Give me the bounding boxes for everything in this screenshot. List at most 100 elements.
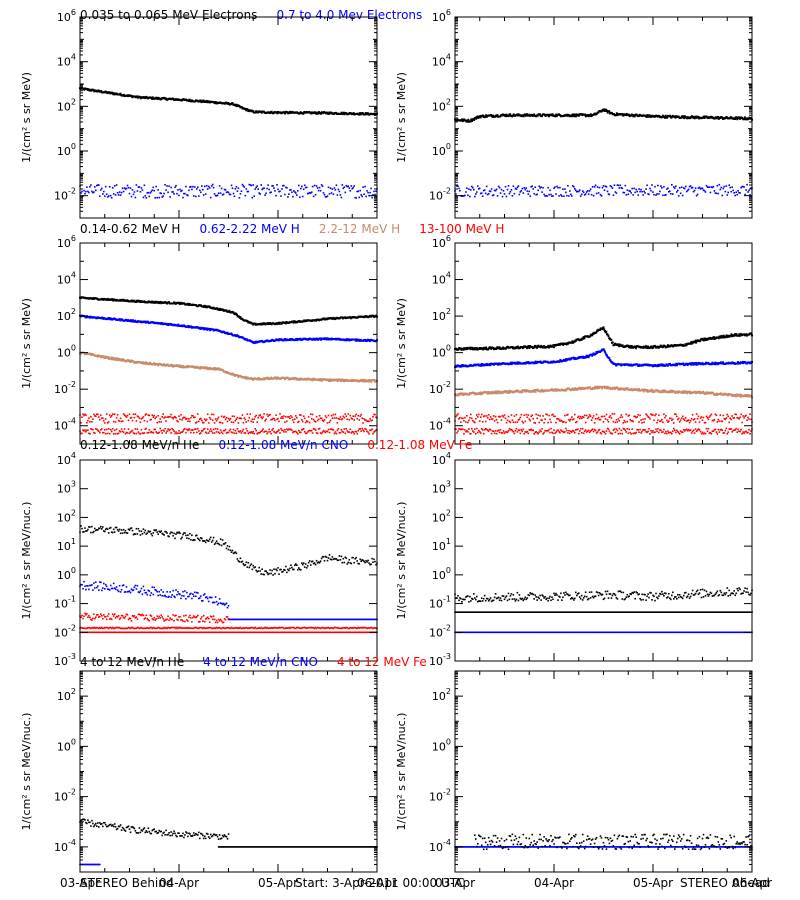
data-point bbox=[217, 431, 220, 433]
data-point bbox=[103, 419, 105, 422]
data-point bbox=[321, 419, 324, 421]
data-point bbox=[711, 186, 714, 189]
data-point bbox=[357, 190, 359, 193]
data-point bbox=[565, 113, 568, 116]
data-point bbox=[702, 391, 705, 394]
data-point bbox=[733, 192, 735, 194]
data-point bbox=[309, 192, 312, 194]
data-point bbox=[130, 320, 133, 323]
data-point bbox=[143, 432, 146, 434]
data-point bbox=[534, 390, 537, 393]
data-point bbox=[713, 363, 716, 366]
data-point bbox=[161, 416, 163, 418]
data-point bbox=[106, 432, 109, 435]
data-point bbox=[136, 428, 139, 430]
data-point bbox=[532, 188, 534, 190]
data-point bbox=[358, 419, 360, 421]
data-point bbox=[547, 186, 549, 189]
data-point bbox=[162, 364, 165, 367]
data-point bbox=[245, 376, 248, 379]
data-point bbox=[166, 185, 168, 187]
data-point bbox=[533, 362, 536, 365]
data-point bbox=[657, 184, 659, 187]
data-point bbox=[672, 193, 674, 195]
data-point bbox=[189, 420, 191, 423]
data-point bbox=[308, 421, 311, 424]
data-point bbox=[131, 189, 134, 191]
data-point bbox=[152, 416, 155, 418]
data-point bbox=[187, 429, 189, 432]
data-point bbox=[179, 432, 181, 434]
data-point bbox=[676, 191, 678, 193]
data-point bbox=[485, 185, 488, 188]
data-point bbox=[729, 334, 732, 337]
data-point bbox=[86, 186, 88, 188]
data-point bbox=[606, 354, 608, 357]
y-tick-exponent: 6 bbox=[71, 234, 76, 243]
data-point bbox=[642, 389, 645, 391]
data-point bbox=[123, 428, 126, 430]
data-point bbox=[253, 195, 255, 197]
data-point bbox=[645, 116, 648, 118]
data-point bbox=[329, 378, 332, 381]
data-point bbox=[228, 419, 231, 421]
data-point bbox=[176, 419, 178, 422]
data-point bbox=[597, 192, 600, 194]
data-point bbox=[664, 345, 666, 348]
data-point bbox=[542, 390, 545, 393]
data-point bbox=[83, 88, 86, 91]
data-point bbox=[323, 419, 326, 421]
data-point bbox=[615, 192, 618, 194]
data-point bbox=[235, 418, 238, 420]
data-point bbox=[318, 414, 321, 417]
data-point bbox=[734, 333, 736, 336]
data-point bbox=[597, 111, 600, 114]
data-point bbox=[181, 189, 183, 192]
data-point bbox=[279, 432, 281, 434]
data-point bbox=[330, 414, 333, 417]
data-point bbox=[250, 431, 253, 433]
data-point bbox=[611, 187, 614, 189]
data-point bbox=[483, 189, 486, 191]
data-point bbox=[192, 185, 194, 188]
data-point bbox=[276, 184, 278, 186]
data-point bbox=[186, 365, 189, 367]
data-point bbox=[620, 364, 623, 367]
data-point bbox=[340, 111, 343, 114]
data-point bbox=[466, 119, 468, 122]
data-point bbox=[610, 338, 613, 341]
data-point bbox=[168, 416, 170, 418]
data-point bbox=[90, 184, 92, 186]
data-point bbox=[246, 320, 249, 323]
data-point bbox=[586, 354, 589, 357]
data-point bbox=[714, 192, 717, 194]
data-point bbox=[150, 190, 153, 193]
data-point bbox=[685, 190, 688, 193]
data-point bbox=[742, 185, 744, 188]
data-point bbox=[704, 337, 707, 340]
data-point bbox=[168, 185, 170, 187]
data-point bbox=[587, 356, 590, 359]
data-point bbox=[635, 347, 637, 350]
data-point bbox=[159, 300, 162, 303]
data-point bbox=[321, 431, 324, 433]
data-point bbox=[666, 345, 669, 348]
data-point bbox=[141, 189, 144, 191]
data-point bbox=[179, 364, 182, 367]
data-point bbox=[555, 115, 558, 118]
data-point bbox=[497, 363, 500, 366]
data-point bbox=[100, 429, 102, 431]
data-point bbox=[606, 190, 609, 193]
data-point bbox=[206, 188, 209, 190]
data-point bbox=[285, 416, 287, 418]
data-point bbox=[293, 430, 295, 433]
data-point bbox=[217, 192, 220, 194]
data-point bbox=[116, 432, 119, 435]
data-point bbox=[316, 419, 319, 422]
data-point bbox=[666, 116, 669, 119]
data-point bbox=[339, 416, 342, 418]
data-point bbox=[711, 361, 714, 364]
data-point bbox=[490, 347, 493, 350]
data-point bbox=[315, 432, 318, 434]
data-point bbox=[580, 338, 583, 341]
